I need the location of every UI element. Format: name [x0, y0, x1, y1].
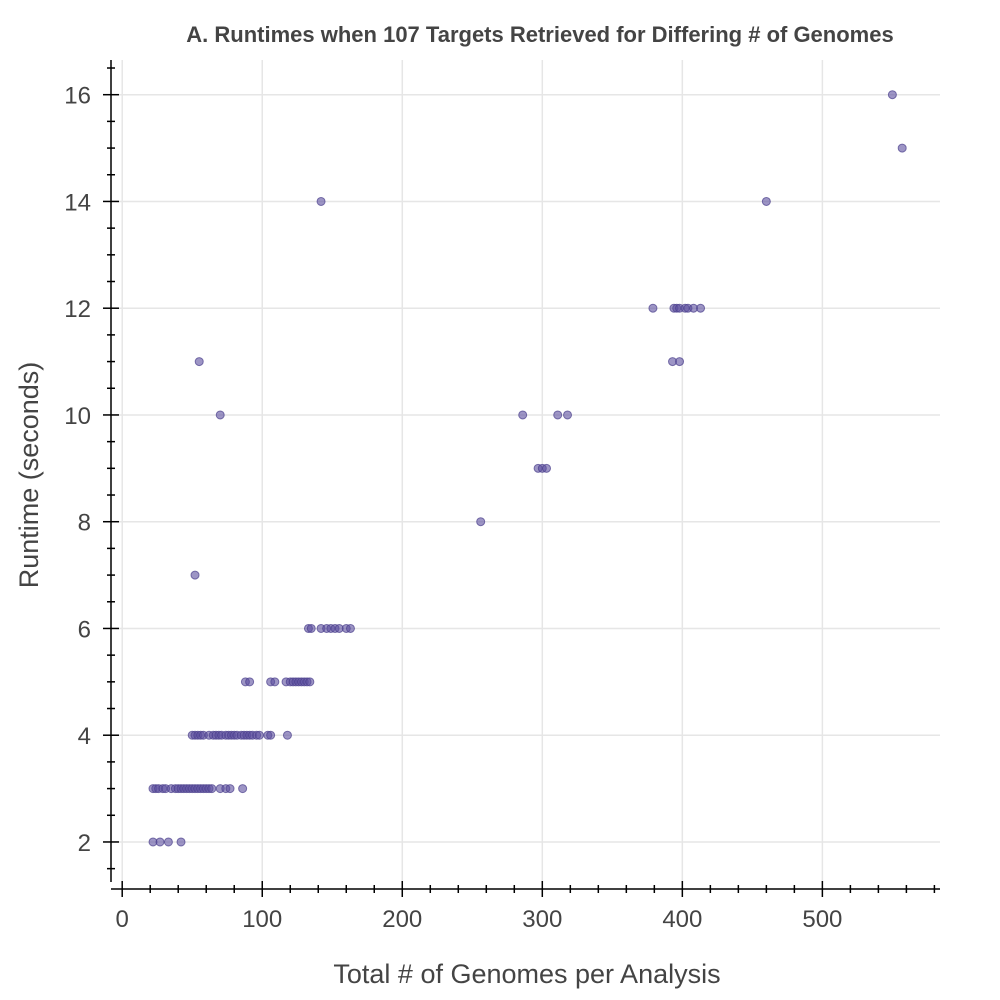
data-point — [270, 677, 280, 687]
data-point — [163, 837, 173, 847]
y-tick-label: 4 — [78, 723, 91, 750]
y-tick-label: 6 — [78, 616, 91, 643]
y-tick-label: 2 — [78, 830, 91, 857]
data-point — [190, 570, 200, 580]
x-tick-label: 300 — [522, 906, 562, 933]
y-tick-label: 14 — [64, 189, 91, 216]
x-tick-label: 400 — [662, 906, 702, 933]
data-point — [761, 196, 771, 206]
data-point — [648, 303, 658, 313]
x-tick-label: 100 — [242, 906, 282, 933]
y-tick-label: 12 — [64, 296, 91, 323]
x-tick-label: 200 — [382, 906, 422, 933]
data-point — [215, 410, 225, 420]
y-axis-ticks — [103, 67, 119, 870]
data-points — [148, 90, 907, 847]
data-point — [305, 677, 315, 687]
x-axis-tick-labels: 0 100 200 300 400 500 — [116, 906, 843, 933]
y-tick-label: 10 — [64, 403, 91, 430]
data-point — [225, 784, 235, 794]
x-axis-label: Total # of Genomes per Analysis — [333, 959, 720, 989]
data-point — [238, 784, 248, 794]
data-point — [207, 784, 217, 794]
data-point — [316, 196, 326, 206]
data-point — [266, 730, 276, 740]
data-point — [194, 357, 204, 367]
x-gridlines — [121, 60, 824, 882]
data-point — [245, 677, 255, 687]
x-tick-label: 0 — [116, 906, 129, 933]
x-tick-label: 500 — [802, 906, 842, 933]
data-point — [476, 517, 486, 527]
x-axis-ticks — [121, 881, 936, 897]
data-point — [306, 623, 316, 633]
data-point — [155, 837, 165, 847]
y-axis-label: Runtime (seconds) — [14, 362, 44, 589]
chart-title: A. Runtimes when 107 Targets Retrieved f… — [186, 22, 893, 47]
data-point — [518, 410, 528, 420]
y-gridlines — [111, 93, 940, 843]
data-point — [553, 410, 563, 420]
data-point — [887, 90, 897, 100]
data-point — [696, 303, 706, 313]
data-point — [345, 623, 355, 633]
data-point — [282, 730, 292, 740]
y-tick-label: 8 — [78, 510, 91, 537]
data-point — [542, 463, 552, 473]
y-axis-tick-labels: 2 4 6 8 10 12 14 16 — [64, 83, 91, 857]
data-point — [897, 143, 907, 153]
data-point — [254, 730, 264, 740]
data-point — [176, 837, 186, 847]
y-tick-label: 16 — [64, 83, 91, 110]
data-point — [675, 357, 685, 367]
data-point — [563, 410, 573, 420]
